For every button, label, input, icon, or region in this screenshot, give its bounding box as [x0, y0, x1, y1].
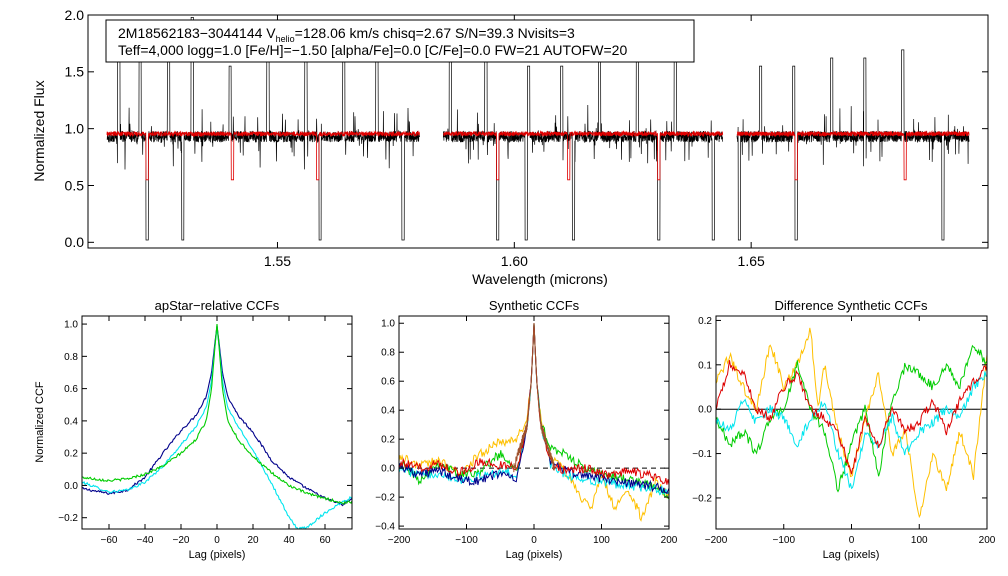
x-tick-label: −100	[772, 535, 795, 546]
spectrum-x-label: Wavelength (microns)	[472, 271, 608, 287]
ccf2-series-green	[398, 323, 670, 500]
annotation-box	[105, 19, 695, 63]
spectrum-y-label: Normalized Flux	[31, 80, 47, 181]
x-tick-label: 0	[849, 535, 855, 546]
ccf3-series-red	[715, 360, 988, 475]
ccf1-x-label: Lag (pixels)	[189, 549, 246, 561]
x-tick-label: 1.65	[738, 253, 765, 269]
y-tick-label: 0.2	[698, 316, 712, 327]
x-tick-label: −200	[705, 535, 728, 546]
y-tick-label: −0.2	[692, 493, 712, 504]
spectrum-ticks: 1.55 1.60 1.65 0.0 0.5 1.0 1.5 2.0	[65, 7, 988, 269]
x-tick-label: 100	[911, 535, 928, 546]
ccf2-ticks: −200 −100 0 100 200 −0.4 −0.2 0.0 0.2 0.4 0.6 0.8 1.…	[375, 316, 678, 546]
y-tick-label: 0.0	[65, 234, 85, 250]
ccf1-axes-frame	[81, 315, 353, 530]
y-tick-label: 0.5	[65, 177, 85, 193]
ccf1-y-label: Normalized CCF	[34, 381, 46, 463]
y-tick-label: −0.4	[375, 522, 395, 533]
ccf2-panel: −200 −100 0 100 200 −0.4 −0.2 0.0 0.2 0.4 0.6 0.8 1.…	[375, 298, 678, 561]
annotation-line-1: 2M18562183−3044144 Vhelio=128.06 km/s ch…	[118, 25, 575, 44]
spectrum-series-synthetic-chip-2	[442, 130, 724, 181]
y-tick-label: 0.8	[64, 352, 78, 363]
x-tick-label: −100	[455, 535, 478, 546]
ccf3-series-cyan	[715, 371, 988, 490]
annotation-line-1-prefix: 2M18562183−3044144 V	[118, 25, 276, 41]
y-tick-label: 0.1	[698, 360, 712, 371]
y-tick-label: −0.2	[375, 493, 395, 504]
x-tick-label: −20	[173, 535, 190, 546]
x-tick-label: 200	[979, 535, 996, 546]
x-tick-label: −60	[101, 535, 118, 546]
y-tick-label: 0.0	[698, 405, 712, 416]
y-tick-label: 0.8	[381, 348, 395, 359]
ccf1-ticks: −60 −40 −20 0 20 40 60 −0.2 0.0 0.2 0.4 0.6 0.8 1.0	[58, 316, 352, 546]
y-tick-label: 0.2	[381, 435, 395, 446]
ccf2-title: Synthetic CCFs	[489, 298, 580, 313]
y-tick-label: 0.6	[381, 377, 395, 388]
y-tick-label: 2.0	[65, 7, 85, 23]
y-tick-label: 0.2	[64, 449, 78, 460]
y-tick-label: 0.4	[381, 406, 395, 417]
y-tick-label: 0.0	[381, 464, 395, 475]
ccf3-panel: −200 −100 0 100 200 −0.2 −0.1 0.0 0.1 0.2 Differe…	[692, 298, 996, 561]
y-tick-label: 1.0	[64, 320, 78, 331]
ccf2-series-gold	[398, 323, 670, 522]
spectrum-panel: 1.55 1.60 1.65 0.0 0.5 1.0 1.5 2.0 Wavelength (…	[31, 7, 989, 287]
ccf3-series-gold	[715, 327, 988, 519]
ccf3-title: Difference Synthetic CCFs	[775, 298, 928, 313]
x-tick-label: 0	[214, 535, 220, 546]
y-tick-label: 0.4	[64, 416, 78, 427]
ccf2-x-label: Lag (pixels)	[506, 549, 563, 561]
x-tick-label: 1.55	[264, 253, 291, 269]
y-tick-label: 1.0	[65, 121, 85, 137]
y-tick-label: −0.1	[692, 449, 712, 460]
x-tick-label: 40	[283, 535, 295, 546]
ccf1-panel: −60 −40 −20 0 20 40 60 −0.2 0.0 0.2 0.4 0.6 0.8 1.0 a…	[34, 298, 353, 561]
ccf3-plot-area	[715, 327, 988, 519]
spectrum-series-synthetic-chip-3	[736, 130, 970, 181]
spectrum-series-observed-chip-1	[106, 17, 420, 241]
annotation-subscript: helio	[276, 34, 295, 44]
ccf1-plot-area	[81, 324, 353, 530]
x-tick-label: 200	[661, 535, 678, 546]
x-tick-label: −200	[388, 535, 411, 546]
x-tick-label: 0	[531, 535, 537, 546]
annotation-line-2: Teff=4,000 logg=1.0 [Fe/H]=−1.50 [alpha/…	[118, 42, 627, 58]
y-tick-label: 0.6	[64, 384, 78, 395]
x-tick-label: 20	[247, 535, 259, 546]
spectrum-series-observed-chip-3	[736, 49, 970, 241]
spectrum-plot-area	[106, 17, 970, 241]
y-tick-label: 1.5	[65, 64, 85, 80]
ccf2-plot-area	[398, 323, 670, 522]
ccf1-title: apStar−relative CCFs	[155, 298, 280, 313]
ccf3-axes-frame	[715, 315, 988, 530]
ccf1-series-cyan	[81, 327, 353, 530]
x-tick-label: 60	[319, 535, 331, 546]
ccf2-axes-frame	[398, 315, 670, 530]
ccf3-x-label: Lag (pixels)	[823, 549, 880, 561]
y-tick-label: 1.0	[381, 319, 395, 330]
ccf3-ticks: −200 −100 0 100 200 −0.2 −0.1 0.0 0.1 0.2	[692, 316, 996, 546]
ccf3-series-green	[715, 344, 988, 493]
spectrum-axes-frame	[87, 14, 989, 249]
annotation-line-1-suffix: =128.06 km/s chisq=2.67 S/N=39.3 Nvisits…	[295, 25, 575, 41]
ccf2-series-brown	[513, 323, 555, 473]
ccf1-series-green	[82, 324, 353, 505]
x-tick-label: 1.60	[501, 253, 528, 269]
x-tick-label: −40	[137, 535, 154, 546]
y-tick-label: 0.0	[64, 481, 78, 492]
x-tick-label: 100	[593, 535, 610, 546]
spectrum-series-synthetic-chip-1	[106, 130, 420, 181]
y-tick-label: −0.2	[58, 513, 78, 524]
